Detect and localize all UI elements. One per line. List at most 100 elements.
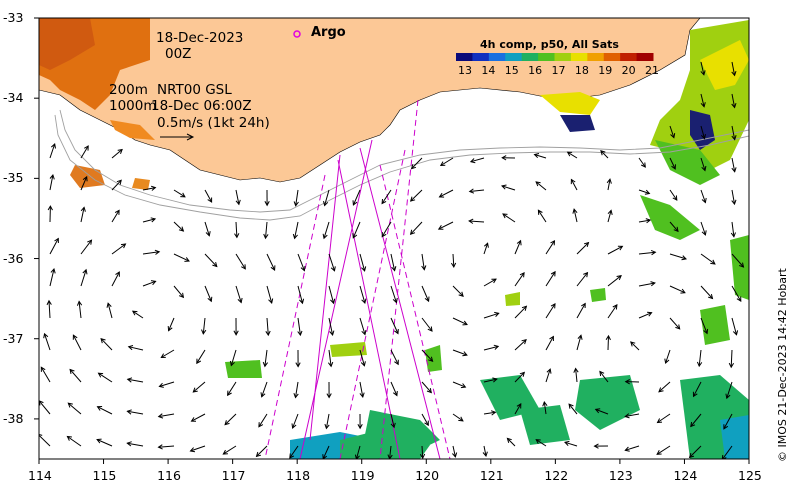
current-vector-head <box>47 205 53 211</box>
x-tick-label: 118 <box>286 468 311 483</box>
current-vector <box>352 221 361 238</box>
current-vector-head <box>222 449 228 455</box>
current-vector <box>204 285 212 302</box>
current-vector-head <box>126 441 132 447</box>
current-vector <box>693 381 702 397</box>
current-vector-head <box>361 298 367 304</box>
current-vector <box>568 403 578 415</box>
current-vector-head <box>681 255 687 261</box>
current-vector <box>142 280 156 287</box>
x-tick-label: 125 <box>738 468 762 483</box>
current-vector <box>111 271 120 287</box>
current-vector <box>452 381 466 388</box>
current-vector <box>573 209 578 223</box>
current-vector <box>411 157 423 169</box>
current-vector-head <box>624 379 631 385</box>
x-tick-label: 114 <box>28 468 52 483</box>
current-vector-head <box>381 232 387 238</box>
current-vector-head <box>645 218 652 224</box>
current-vector <box>731 221 735 237</box>
current-vector <box>669 189 678 201</box>
colorbar <box>456 53 654 61</box>
colorbar-swatch <box>521 53 539 61</box>
current-vector <box>545 336 554 351</box>
current-vector-head <box>731 70 737 77</box>
current-vector <box>159 381 175 387</box>
current-vector-head <box>115 271 120 277</box>
colorbar-swatch <box>554 53 572 61</box>
current-vector <box>638 312 652 319</box>
current-vector <box>78 301 82 319</box>
current-vector-head <box>491 278 497 284</box>
current-vector <box>564 441 578 447</box>
current-vector <box>325 413 330 429</box>
current-vector <box>665 349 671 364</box>
current-vector-head <box>241 264 246 270</box>
current-vector-head <box>326 393 332 399</box>
y-tick-label: -35 <box>3 170 24 186</box>
current-vector-head <box>483 242 489 248</box>
current-vector-head <box>624 413 630 419</box>
current-vector-head <box>157 444 163 450</box>
current-vector <box>97 406 113 415</box>
colorbar-tick-label: 14 <box>481 64 496 77</box>
current-vector-head <box>688 452 695 459</box>
current-vector-head <box>409 229 416 235</box>
current-vector-head <box>97 372 104 378</box>
current-vector-head <box>549 335 554 341</box>
current-vector-head <box>419 453 426 459</box>
current-vector-head <box>439 161 446 167</box>
current-vector <box>470 157 485 163</box>
current-vector <box>80 207 85 223</box>
current-vector <box>328 253 335 271</box>
y-tick-label: -38 <box>3 410 24 426</box>
current-vector-head <box>72 334 78 340</box>
current-vector <box>204 221 210 236</box>
current-vector <box>142 218 156 223</box>
current-vector <box>700 285 713 299</box>
credit-text: © IMOS 21-Dec-2023 14:42 Hobart <box>776 268 789 462</box>
current-vector-head <box>157 413 164 419</box>
current-vector-head <box>391 266 397 272</box>
current-vector <box>726 381 733 399</box>
current-vector <box>731 317 737 335</box>
y-axis-ticks <box>34 17 39 420</box>
x-tick-label: 119 <box>350 468 375 483</box>
current-vector-head <box>450 262 457 269</box>
current-vector <box>230 349 237 366</box>
argo-marker <box>293 30 301 38</box>
current-vector <box>128 346 144 351</box>
current-vector <box>297 317 301 336</box>
current-vector <box>72 334 82 351</box>
current-vector-head <box>127 345 134 351</box>
current-vector <box>656 445 671 455</box>
current-vector-head <box>237 297 243 304</box>
current-vector <box>514 403 522 415</box>
current-vector <box>80 239 92 255</box>
current-vector <box>421 349 433 362</box>
current-vector-head <box>292 233 298 240</box>
current-vector-head <box>519 271 525 278</box>
current-vector-head <box>394 359 399 366</box>
current-vector-head <box>160 353 166 359</box>
current-vector-head <box>583 271 589 278</box>
current-vector-head <box>192 387 198 393</box>
current-vector <box>49 174 54 191</box>
current-vector <box>452 413 464 422</box>
current-vector <box>452 349 468 356</box>
x-tick-label: 115 <box>92 468 117 483</box>
current-vector <box>40 367 51 383</box>
current-vector-head <box>550 303 556 309</box>
current-vector <box>669 221 679 232</box>
x-tick-label: 122 <box>544 468 569 483</box>
current-vector <box>295 189 299 206</box>
contour-1000-label: 1000m <box>109 98 157 114</box>
current-vector-head <box>535 181 541 187</box>
current-vector <box>324 189 330 206</box>
current-vector <box>669 253 687 260</box>
current-vector <box>235 221 238 238</box>
current-vector <box>258 413 268 428</box>
current-vector <box>421 445 424 459</box>
current-vector-head <box>66 435 72 441</box>
